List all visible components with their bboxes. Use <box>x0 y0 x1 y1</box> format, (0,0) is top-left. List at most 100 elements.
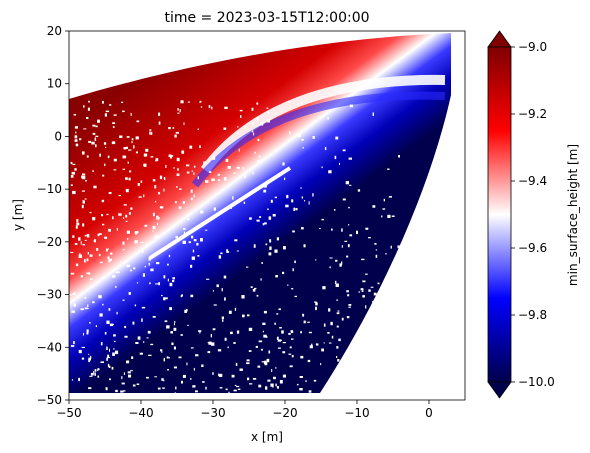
x-axis-label: x [m] <box>251 430 283 444</box>
heatmap-gap <box>87 107 90 111</box>
heatmap-gap <box>121 376 123 380</box>
heatmap-gap <box>147 330 151 334</box>
heatmap-gap <box>248 350 252 352</box>
heatmap-gap <box>106 248 109 250</box>
heatmap-gap <box>224 106 228 109</box>
heatmap-gap <box>131 138 134 141</box>
heatmap-gap <box>126 230 130 234</box>
heatmap-gap <box>328 170 332 174</box>
plot-frame <box>68 30 466 401</box>
heatmap-gap <box>173 327 177 331</box>
heatmap-gap <box>95 125 98 128</box>
heatmap-gap <box>133 145 135 149</box>
heatmap-gap <box>158 282 160 286</box>
heatmap-gap <box>148 354 152 356</box>
heatmap-gap <box>247 377 250 381</box>
heatmap-gap <box>78 237 81 241</box>
heatmap-gap <box>288 353 292 355</box>
colorbar-tick-label: −9.0 <box>518 40 547 54</box>
heatmap-gap <box>138 196 142 198</box>
heatmap-gap <box>118 213 122 216</box>
heatmap-gap <box>158 112 161 116</box>
heatmap-gap <box>246 266 249 268</box>
heatmap-gap <box>262 223 265 226</box>
heatmap-gap <box>315 302 318 306</box>
heatmap-gap <box>387 168 390 170</box>
heatmap-gap <box>176 186 178 188</box>
heatmap-gap <box>311 343 313 347</box>
heatmap-gap <box>252 289 256 292</box>
heatmap-gap <box>175 131 179 134</box>
heatmap-gap <box>300 101 303 105</box>
heatmap-gap <box>346 255 349 258</box>
heatmap-gap <box>259 216 262 218</box>
heatmap-gap <box>221 316 224 320</box>
heatmap-gap <box>198 330 202 332</box>
heatmap-gap <box>216 284 219 288</box>
heatmap-gap <box>81 204 84 209</box>
heatmap-gap <box>247 314 250 317</box>
heatmap-gap <box>348 206 350 209</box>
heatmap-gap <box>398 325 400 327</box>
heatmap-gap <box>331 335 334 339</box>
heatmap-gap <box>341 317 344 321</box>
heatmap-gap <box>79 138 82 141</box>
heatmap-gap <box>168 127 171 130</box>
heatmap-gap <box>212 290 214 292</box>
heatmap-gap <box>209 171 212 173</box>
heatmap-transition-band-outer <box>191 91 446 188</box>
heatmap-gap <box>197 128 199 130</box>
heatmap-gap <box>132 384 136 387</box>
heatmap-gap <box>182 201 185 204</box>
heatmap-gap <box>384 311 388 313</box>
heatmap-gap <box>144 224 148 227</box>
heatmap-gap <box>291 199 294 203</box>
heatmap-gap <box>123 217 125 219</box>
heatmap-gap <box>269 246 272 250</box>
heatmap-gap <box>170 331 173 334</box>
heatmap-gap <box>74 126 78 129</box>
heatmap-gap <box>321 166 323 169</box>
heatmap-gap <box>254 151 256 154</box>
heatmap-gap <box>257 365 261 368</box>
heatmap-gap <box>253 132 255 136</box>
colorbar-label: min_surface_height [m] <box>566 144 580 286</box>
heatmap-gap <box>105 387 108 391</box>
heatmap-gap <box>368 237 371 239</box>
heatmap-gap <box>307 321 310 323</box>
heatmap-gap <box>184 309 187 313</box>
heatmap-gap <box>80 308 84 311</box>
heatmap-gap <box>137 183 140 187</box>
heatmap-gap <box>75 263 79 267</box>
y-tick-label: −20 <box>37 235 62 249</box>
heatmap-gap <box>108 228 111 232</box>
heatmap-gap <box>190 264 193 268</box>
heatmap-gap <box>122 241 125 245</box>
heatmap-gap <box>86 307 89 309</box>
heatmap-gap <box>140 242 144 243</box>
heatmap-gap <box>152 212 155 217</box>
heatmap-gap <box>129 170 132 173</box>
heatmap-gap <box>191 256 195 260</box>
heatmap-gap <box>275 275 278 278</box>
heatmap-gap <box>361 290 364 292</box>
heatmap-gap <box>205 386 207 390</box>
heatmap-gap <box>128 374 132 378</box>
heatmap-gap <box>374 243 377 245</box>
heatmap-gap <box>257 138 260 142</box>
heatmap-gap <box>124 155 127 158</box>
heatmap-gap <box>126 360 130 364</box>
heatmap-gap <box>180 100 184 104</box>
heatmap-gap <box>188 241 191 244</box>
heatmap-gap <box>383 371 385 375</box>
heatmap-gap <box>289 365 293 368</box>
heatmap-gap <box>190 189 193 193</box>
heatmap-gap <box>107 354 110 358</box>
heatmap-gap <box>89 375 93 377</box>
heatmap-gap <box>339 263 342 267</box>
heatmap-gap <box>236 385 240 388</box>
heatmap-gap <box>112 126 115 128</box>
heatmap-gap <box>70 272 75 275</box>
heatmap-gap <box>134 304 137 307</box>
heatmap-gap <box>155 283 159 285</box>
